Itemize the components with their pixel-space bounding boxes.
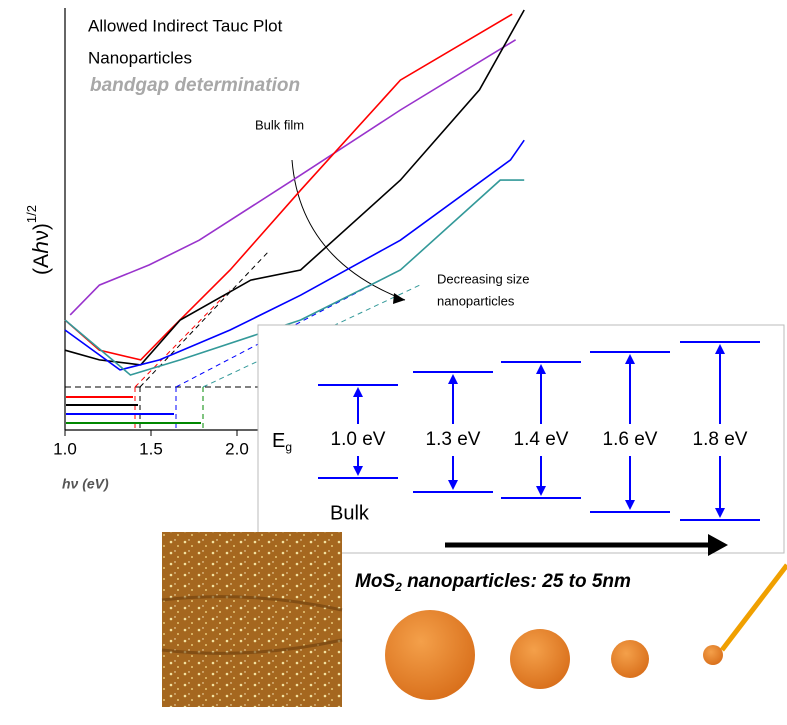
y-label-sup: 1/2: [24, 205, 39, 223]
gap-label: 1.4 eV: [514, 429, 569, 450]
arrowhead: [353, 466, 363, 476]
tauc-plot: Allowed Indirect Tauc Plot Nanoparticles…: [24, 8, 530, 492]
particle: [703, 645, 723, 665]
band-diagram: Eg Bulk 1.0 eV 1.3 eV 1.4 eV 1.6 eV 1.8 eV: [257, 324, 785, 556]
eg-sub: g: [285, 440, 292, 454]
arrowhead: [625, 500, 635, 510]
arrowhead: [625, 354, 635, 364]
annotation: nanoparticles: [437, 293, 515, 308]
particles: [385, 563, 787, 700]
arrowhead: [353, 387, 363, 397]
gap-label: 1.3 eV: [426, 429, 481, 450]
gap-label: 1.8 eV: [693, 429, 748, 450]
series-line: [64, 9, 525, 366]
arrowhead: [715, 508, 725, 518]
particle: [510, 629, 570, 689]
eg-text: E: [272, 430, 285, 452]
annotation: bandgap determination: [90, 75, 300, 96]
gap-arrows: [66, 396, 201, 424]
arrowhead: [536, 364, 546, 374]
series-line: [69, 39, 517, 316]
trend-arrow: [291, 159, 406, 301]
arrowhead: [448, 374, 458, 384]
subtitle: Nanoparticles: [88, 48, 192, 67]
caption: MoS2 nanoparticles: 25 to 5nm: [355, 571, 631, 594]
series-line: [64, 179, 525, 376]
annotation: Decreasing size: [437, 271, 530, 286]
arrowhead: [448, 480, 458, 490]
caption-main: MoS: [355, 571, 395, 592]
x-tick-label: 1.5: [139, 439, 163, 458]
arrowhead: [536, 486, 546, 496]
particle: [385, 610, 475, 700]
eg-label: Eg: [272, 430, 292, 454]
gap-label: 1.6 eV: [603, 429, 658, 450]
gap-label: 1.0 eV: [331, 429, 386, 450]
pointer-line: [720, 563, 787, 652]
arrowhead: [715, 344, 725, 354]
annotation: Bulk film: [255, 117, 304, 132]
series-line: [64, 13, 513, 361]
bulk-label: Bulk: [330, 502, 370, 524]
afm-scan: [162, 532, 342, 707]
arrowhead: [708, 534, 728, 556]
arrowhead: [393, 293, 405, 304]
y-axis-label: (Aℎν)1/2: [24, 205, 52, 275]
x-tick-label: 1.0: [53, 439, 77, 458]
chart-title: Allowed Indirect Tauc Plot: [88, 16, 283, 35]
caption-rest: nanoparticles: 25 to 5nm: [402, 571, 631, 592]
x-axis-label: hν (eV): [62, 476, 109, 492]
afm-streak: [161, 595, 343, 655]
particle: [611, 640, 649, 678]
afm-image: [161, 532, 343, 707]
y-label-text: (Aℎν): [30, 223, 53, 275]
series-line: [64, 139, 525, 371]
x-tick-label: 2.0: [225, 439, 249, 458]
caption-sub: 2: [394, 580, 402, 594]
